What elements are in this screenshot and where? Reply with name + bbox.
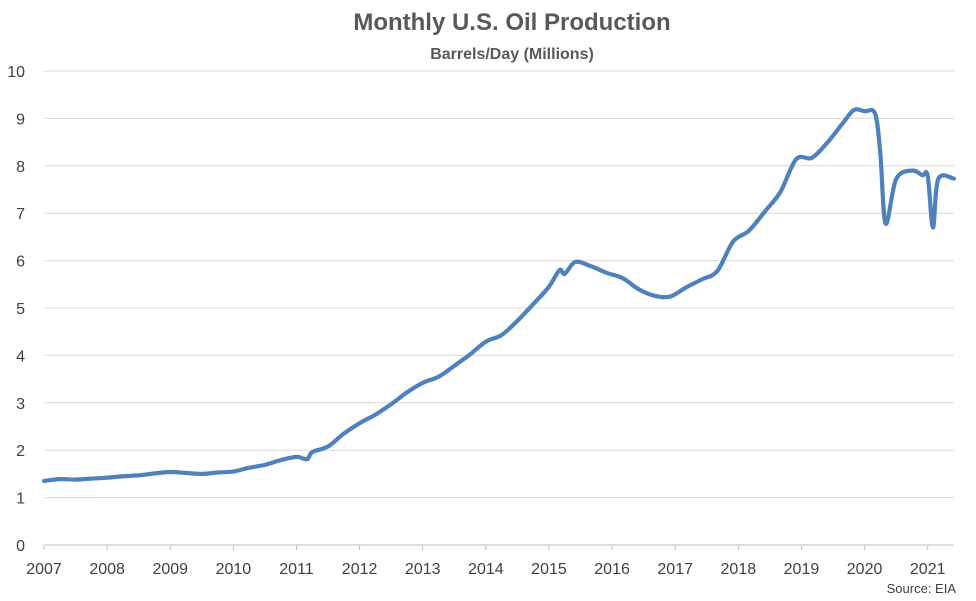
y-tick-label: 1 [16,491,25,508]
y-tick-label: 0 [16,538,25,555]
y-tick-label: 3 [16,396,25,413]
x-tick-label: 2012 [342,561,378,578]
y-tick-label: 10 [7,64,25,81]
series-layer [41,107,957,484]
x-tick-label: 2018 [721,561,757,578]
x-tick-label: 2017 [657,561,693,578]
x-tick-label: 2009 [152,561,188,578]
x-tick-label: 2010 [216,561,252,578]
x-tick-label: 2020 [847,561,883,578]
y-tick-label: 5 [16,301,25,318]
axes: 0 1 2 3 4 5 6 7 8 9 10 2007 2008 2009 2010 2011 2012 2013… [7,64,954,578]
y-tick-label: 8 [16,159,25,176]
x-tick-label: 2011 [279,561,314,578]
x-tick-label: 2019 [784,561,820,578]
x-tick-label: 2013 [405,561,441,578]
gridlines [44,70,954,499]
x-tick-label: 2014 [468,561,504,578]
x-tick-label: 2021 [910,561,946,578]
chart-subtitle: Barrels/Day (Millions) [430,46,594,63]
x-tick-label: 2007 [26,561,62,578]
x-tick-label: 2016 [594,561,630,578]
y-tick-label: 9 [16,111,25,128]
y-tick-label: 6 [16,254,25,271]
x-tick-label: 2008 [89,561,125,578]
series-line [41,107,957,484]
y-tick-label: 2 [16,443,25,460]
chart-title: Monthly U.S. Oil Production [353,9,670,36]
y-tick-label: 4 [16,348,25,365]
source-note: Source: EIA [887,581,957,596]
x-tick-label: 2015 [531,561,567,578]
y-tick-label: 7 [16,206,25,223]
